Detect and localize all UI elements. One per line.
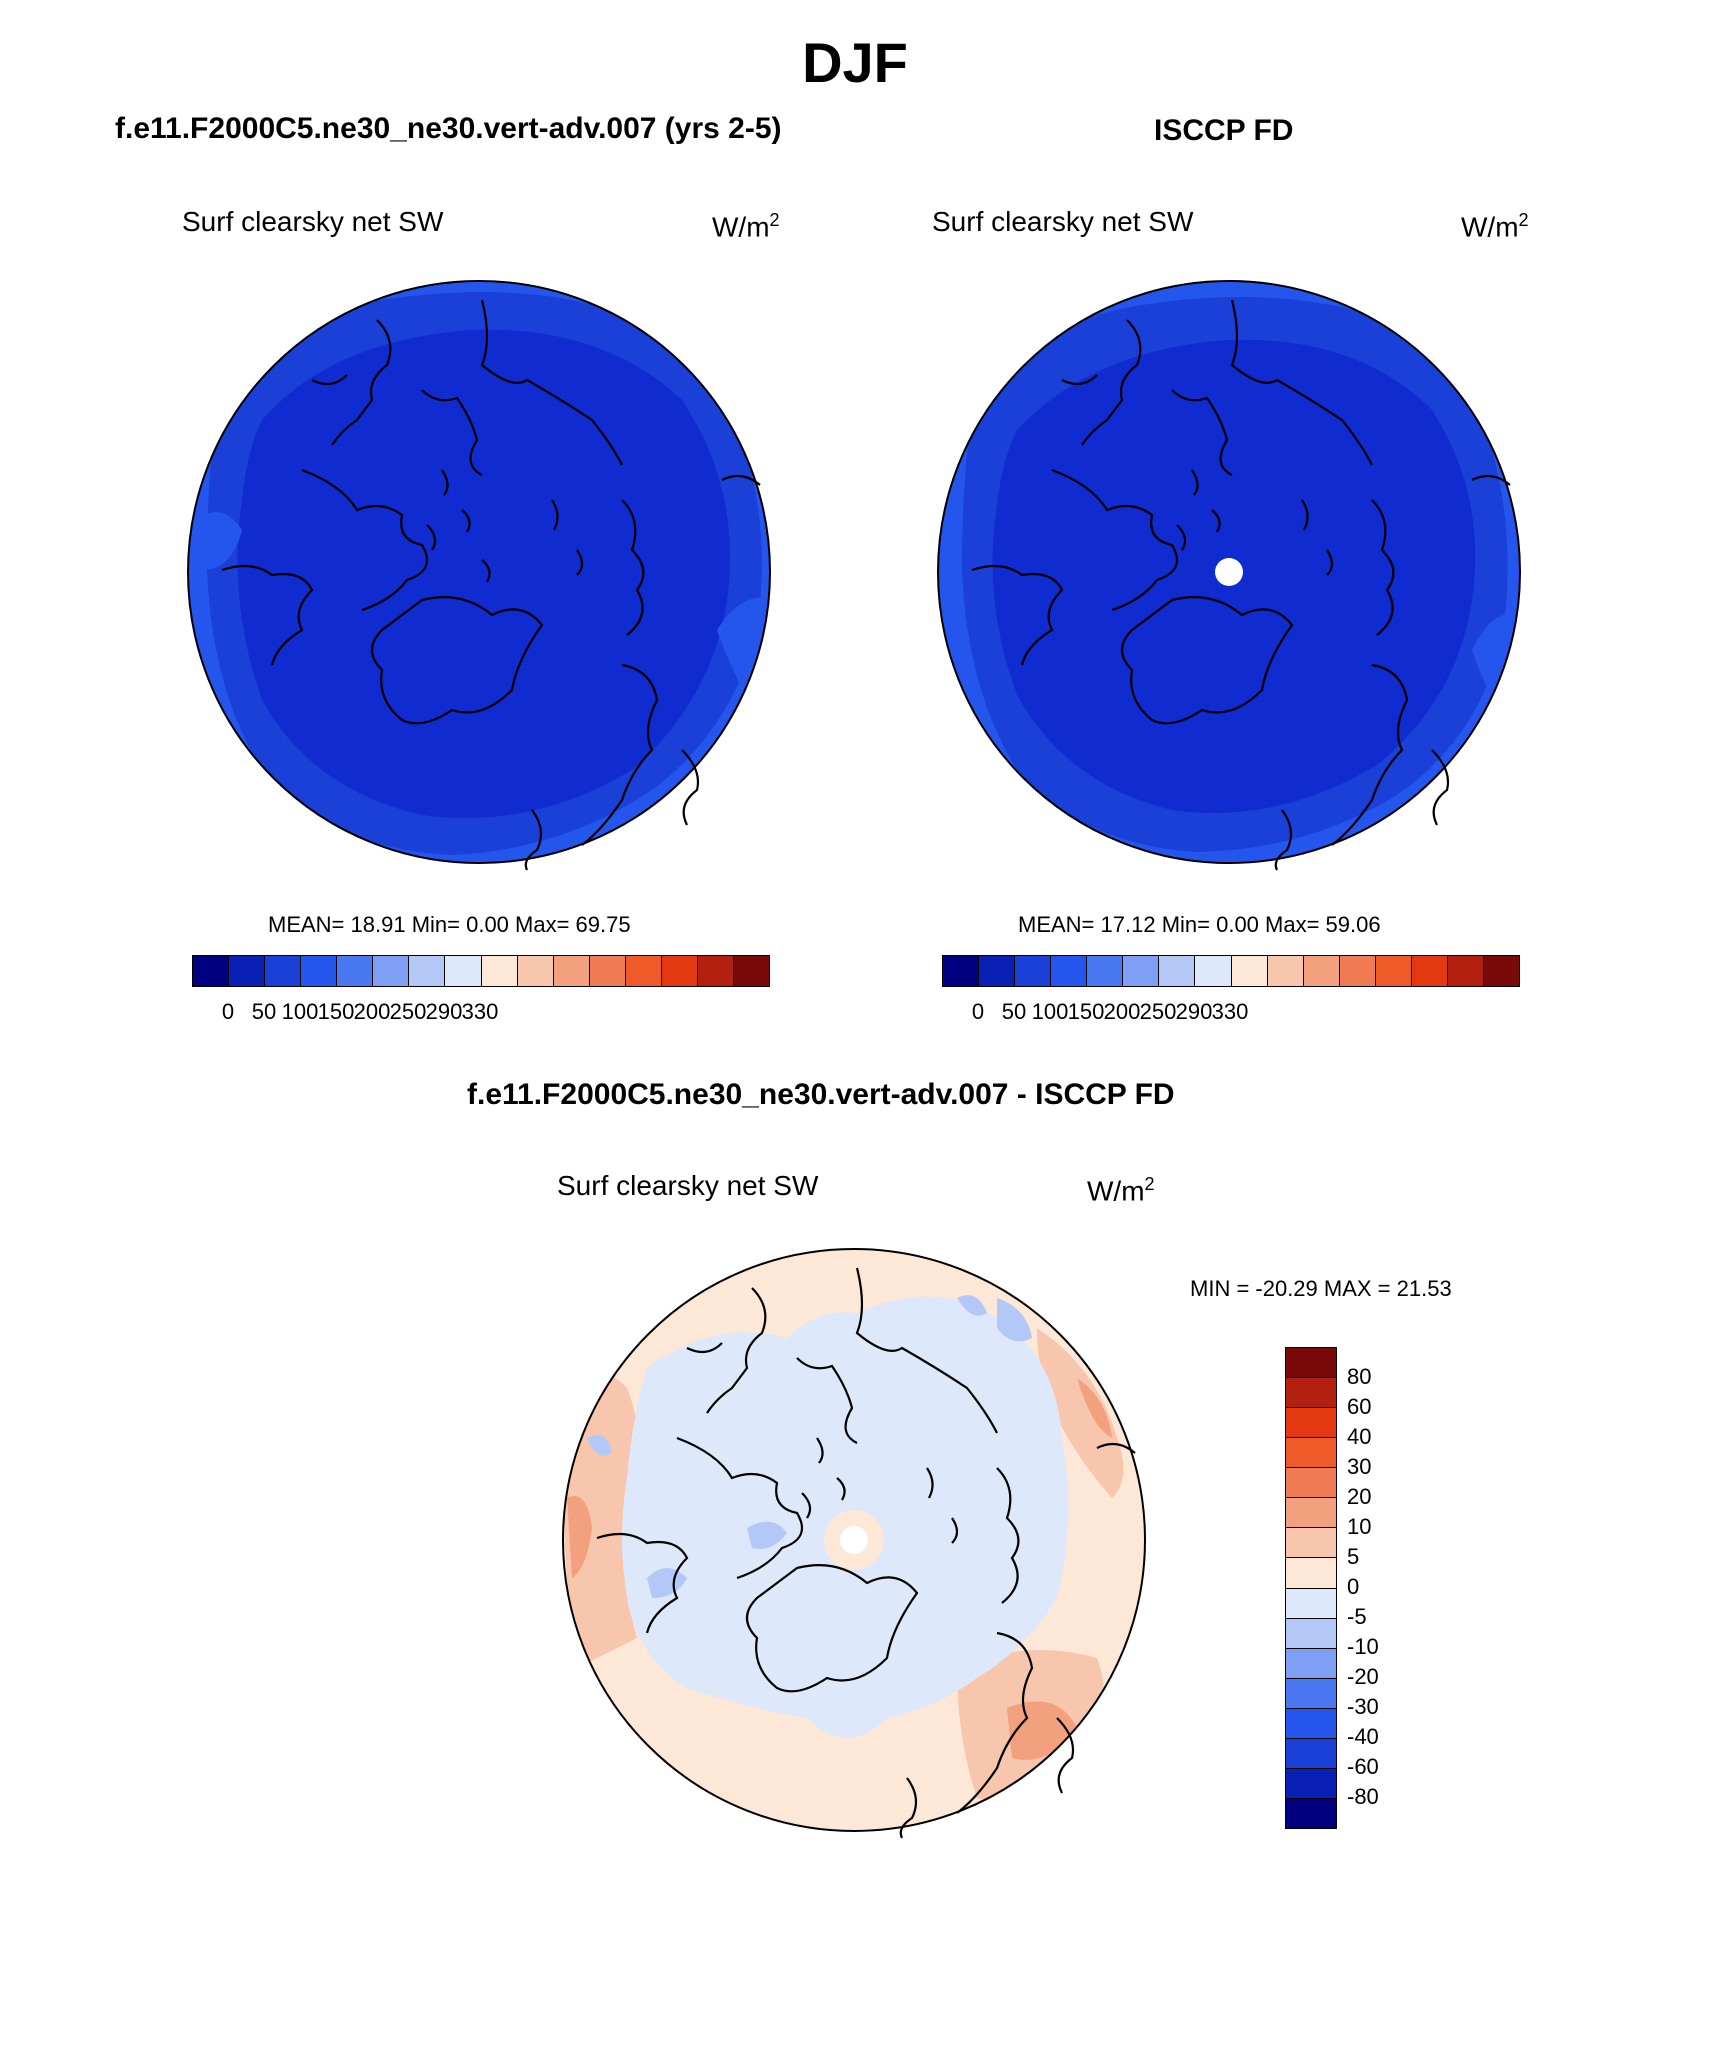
- colorbar-tick-label: -60: [1347, 1754, 1379, 1779]
- colorbar-swatch: [1051, 956, 1088, 986]
- colorbar-tick-label: 60: [1347, 1394, 1372, 1419]
- colorbar-tick-label: 250: [1139, 999, 1177, 1024]
- colorbar-swatch: [229, 956, 266, 986]
- colorbar-swatch: [1286, 1558, 1336, 1589]
- colorbar-swatch: [625, 956, 662, 986]
- colorbar-swatch: [1286, 1588, 1336, 1619]
- colorbar-swatch: [337, 956, 374, 986]
- obs-polar-map: [937, 280, 1521, 871]
- colorbar-tick-label: -20: [1347, 1664, 1379, 1689]
- colorbar-tick-label: 0: [971, 999, 985, 1024]
- colorbar-swatch: [1286, 1768, 1336, 1799]
- colorbar-tick-label: 50: [251, 999, 277, 1024]
- colorbar-swatch: [1286, 1648, 1336, 1679]
- colorbar-tick-label: 330: [1211, 999, 1249, 1024]
- diff-panel-header: f.e11.F2000C5.ne30_ne30.vert-adv.007 - I…: [467, 1078, 1175, 1111]
- colorbar-swatch: [1286, 1708, 1336, 1739]
- colorbar-tick-label: 0: [1347, 1574, 1360, 1599]
- obs-units-label: W/m2: [1461, 210, 1529, 243]
- colorbar-swatch: [1286, 1408, 1336, 1439]
- colorbar-swatch: [1286, 1798, 1336, 1828]
- colorbar-tick-label: -10: [1347, 1634, 1379, 1659]
- colorbar-swatch: [1286, 1678, 1336, 1709]
- colorbar-swatch: [373, 956, 410, 986]
- colorbar-swatch: [265, 956, 302, 986]
- colorbar-tick-label: 30: [1347, 1454, 1372, 1479]
- colorbar-swatch: [1231, 956, 1268, 986]
- colorbar-swatch: [445, 956, 482, 986]
- diff-variable-label: Surf clearsky net SW: [557, 1170, 819, 1201]
- colorbar-swatch: [409, 956, 446, 986]
- colorbar-swatch: [1267, 956, 1304, 986]
- colorbar-swatch: [979, 956, 1016, 986]
- colorbar-tick-label: -30: [1347, 1694, 1379, 1719]
- diff-stats: MIN = -20.29 MAX = 21.53: [1190, 1276, 1452, 1301]
- model-colorbar: [192, 955, 770, 987]
- colorbar-swatch: [1286, 1468, 1336, 1499]
- colorbar-swatch: [697, 956, 734, 986]
- model-variable-label: Surf clearsky net SW: [182, 206, 444, 237]
- colorbar-tick-label: -40: [1347, 1724, 1379, 1749]
- colorbar-swatch: [733, 956, 769, 986]
- obs-panel-header: ISCCP FD: [1154, 114, 1294, 147]
- colorbar-tick-label: 150: [317, 999, 355, 1024]
- colorbar-swatch: [193, 956, 230, 986]
- colorbar-tick-label: -80: [1347, 1784, 1379, 1809]
- colorbar-swatch: [553, 956, 590, 986]
- colorbar-swatch: [301, 956, 338, 986]
- colorbar-swatch: [1286, 1438, 1336, 1469]
- colorbar-tick-label: 20: [1347, 1484, 1372, 1509]
- colorbar-swatch: [661, 956, 698, 986]
- colorbar-tick-label: 290: [1175, 999, 1213, 1024]
- colorbar-tick-label: -5: [1347, 1604, 1367, 1629]
- obs-variable-label: Surf clearsky net SW: [932, 206, 1194, 237]
- diff-colorbar: [1285, 1347, 1337, 1829]
- model-panel-header: f.e11.F2000C5.ne30_ne30.vert-adv.007 (yr…: [115, 112, 782, 145]
- colorbar-swatch: [1286, 1348, 1336, 1379]
- model-stats: MEAN= 18.91 Min= 0.00 Max= 69.75: [268, 912, 631, 937]
- colorbar-tick-label: 0: [221, 999, 235, 1024]
- colorbar-swatch: [1483, 956, 1519, 986]
- colorbar-tick-label: 10: [1347, 1514, 1372, 1539]
- colorbar-tick-label: 40: [1347, 1424, 1372, 1449]
- obs-colorbar: [942, 955, 1520, 987]
- model-polar-map: [187, 280, 771, 871]
- diff-polar-map: [562, 1248, 1146, 1839]
- colorbar-tick-label: 200: [1103, 999, 1141, 1024]
- colorbar-swatch: [1339, 956, 1376, 986]
- colorbar-swatch: [517, 956, 554, 986]
- colorbar-swatch: [1286, 1498, 1336, 1529]
- obs-stats: MEAN= 17.12 Min= 0.00 Max= 59.06: [1018, 912, 1381, 937]
- colorbar-swatch: [1303, 956, 1340, 986]
- colorbar-swatch: [1286, 1378, 1336, 1409]
- colorbar-swatch: [1286, 1618, 1336, 1649]
- colorbar-tick-label: 290: [425, 999, 463, 1024]
- colorbar-swatch: [1195, 956, 1232, 986]
- colorbar-swatch: [1286, 1738, 1336, 1769]
- colorbar-tick-label: 150: [1067, 999, 1105, 1024]
- colorbar-swatch: [1087, 956, 1124, 986]
- colorbar-tick-label: 250: [389, 999, 427, 1024]
- colorbar-swatch: [1447, 956, 1484, 986]
- colorbar-swatch: [1015, 956, 1052, 986]
- figure-title: DJF: [802, 31, 908, 94]
- colorbar-swatch: [481, 956, 518, 986]
- colorbar-swatch: [1286, 1528, 1336, 1559]
- colorbar-tick-label: 80: [1347, 1364, 1372, 1389]
- colorbar-swatch: [943, 956, 980, 986]
- colorbar-tick-label: 330: [461, 999, 499, 1024]
- colorbar-swatch: [1123, 956, 1160, 986]
- colorbar-tick-label: 5: [1347, 1544, 1360, 1569]
- colorbar-swatch: [1411, 956, 1448, 986]
- diff-units-label: W/m2: [1087, 1174, 1155, 1207]
- colorbar-swatch: [1159, 956, 1196, 986]
- colorbar-tick-label: 50: [1001, 999, 1027, 1024]
- model-units-label: W/m2: [712, 210, 780, 243]
- colorbar-tick-label: 100: [281, 999, 319, 1024]
- colorbar-swatch: [589, 956, 626, 986]
- colorbar-tick-label: 200: [353, 999, 391, 1024]
- colorbar-swatch: [1375, 956, 1412, 986]
- colorbar-tick-label: 100: [1031, 999, 1069, 1024]
